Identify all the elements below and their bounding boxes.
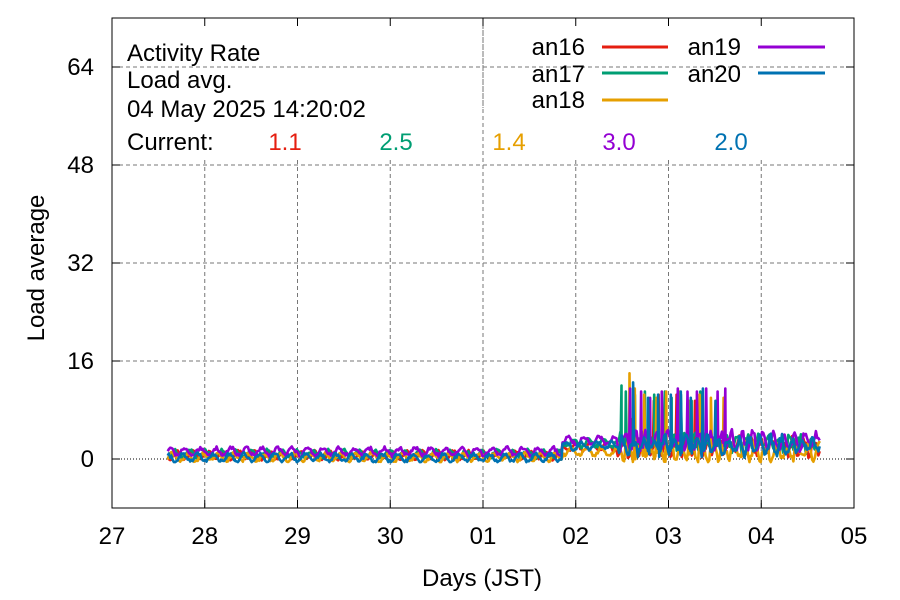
current-value-an19: 3.0: [602, 129, 635, 156]
title-line-1: Activity Rate: [127, 40, 260, 67]
x-tick-label: 02: [562, 523, 589, 550]
current-label: Current:: [127, 129, 214, 156]
legend-label-an18: an18: [532, 87, 585, 114]
x-tick-label: 28: [191, 523, 218, 550]
y-tick-label: 32: [67, 250, 94, 277]
y-tick-label: 16: [67, 348, 94, 375]
current-value-an16: 1.1: [268, 129, 301, 156]
legend-label-an17: an17: [532, 61, 585, 88]
y-axis-label: Load average: [23, 195, 50, 342]
x-axis-label: Days (JST): [422, 565, 542, 592]
title-line-2: Load avg.: [127, 67, 232, 94]
y-tick-label: 48: [67, 152, 94, 179]
current-values: 1.1 2.5 1.4 3.0 2.0: [268, 129, 747, 156]
y-tick-label: 0: [81, 446, 94, 473]
x-ticks: 27 28 29 30 01 02 03 04 05: [99, 18, 868, 550]
legend-label-an20: an20: [688, 61, 741, 88]
x-tick-label: 29: [284, 523, 311, 550]
current-value-an18: 1.4: [492, 129, 525, 156]
series-line-an19: [166, 387, 821, 459]
x-tick-label: 01: [470, 523, 497, 550]
current-value-an17: 2.5: [379, 129, 412, 156]
title-line-3: 04 May 2025 14:20:02: [127, 96, 366, 123]
y-tick-label: 64: [67, 54, 94, 81]
x-tick-label: 05: [841, 523, 868, 550]
y-ticks: 0 16 32 48 64: [67, 54, 854, 473]
legend-label-an16: an16: [532, 34, 585, 61]
x-tick-label: 04: [748, 523, 775, 550]
current-value-an20: 2.0: [714, 129, 747, 156]
x-tick-label: 30: [377, 523, 404, 550]
x-tick-label: 27: [99, 523, 126, 550]
legend-label-an19: an19: [688, 34, 741, 61]
x-tick-label: 03: [655, 523, 682, 550]
plot-lines: [166, 372, 821, 464]
series-line-an20: [166, 381, 821, 464]
